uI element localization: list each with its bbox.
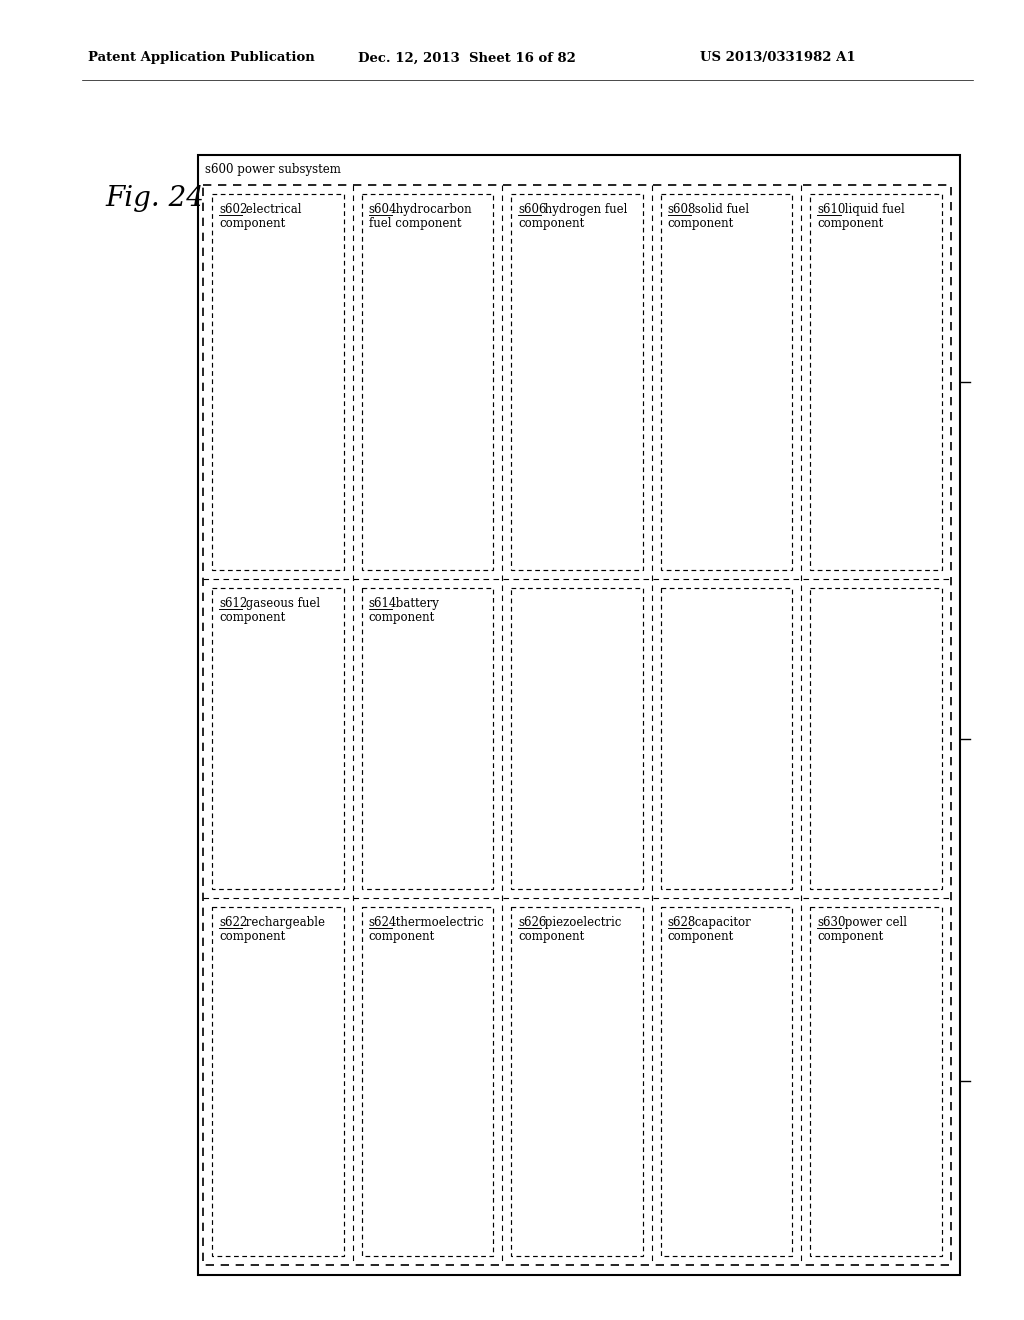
Text: hydrogen fuel: hydrogen fuel <box>542 203 628 216</box>
Text: Dec. 12, 2013  Sheet 16 of 82: Dec. 12, 2013 Sheet 16 of 82 <box>358 51 575 65</box>
Text: s626: s626 <box>518 916 547 929</box>
Text: s630: s630 <box>817 916 846 929</box>
Text: gaseous fuel: gaseous fuel <box>243 597 321 610</box>
Text: s624: s624 <box>369 916 397 929</box>
Text: rechargeable: rechargeable <box>243 916 326 929</box>
Bar <box>212 907 344 1257</box>
Text: Patent Application Publication: Patent Application Publication <box>88 51 314 65</box>
Text: component: component <box>219 929 286 942</box>
Text: s628: s628 <box>668 916 696 929</box>
Bar <box>511 907 643 1257</box>
Text: component: component <box>369 929 435 942</box>
Text: liquid fuel: liquid fuel <box>841 203 904 216</box>
Text: solid fuel: solid fuel <box>691 203 750 216</box>
Text: US 2013/0331982 A1: US 2013/0331982 A1 <box>700 51 856 65</box>
Text: electrical: electrical <box>243 203 302 216</box>
Bar <box>198 154 961 1275</box>
Text: component: component <box>219 216 286 230</box>
Text: s612: s612 <box>219 597 247 610</box>
Text: component: component <box>219 611 286 624</box>
Bar <box>660 907 793 1257</box>
Bar <box>810 589 942 888</box>
Bar <box>212 589 344 888</box>
Bar <box>511 589 643 888</box>
Text: component: component <box>668 216 734 230</box>
Bar <box>810 907 942 1257</box>
Bar <box>361 194 494 570</box>
Text: Fig. 24: Fig. 24 <box>105 185 204 213</box>
Text: s606: s606 <box>518 203 547 216</box>
Text: component: component <box>518 216 585 230</box>
Text: component: component <box>817 216 884 230</box>
Text: thermoelectric: thermoelectric <box>392 916 483 929</box>
Text: battery: battery <box>392 597 438 610</box>
Text: s600 power subsystem: s600 power subsystem <box>205 162 341 176</box>
Text: component: component <box>668 929 734 942</box>
Bar <box>810 194 942 570</box>
Text: s614: s614 <box>369 597 397 610</box>
Text: capacitor: capacitor <box>691 916 751 929</box>
Text: s602: s602 <box>219 203 248 216</box>
Bar <box>203 185 951 1265</box>
Text: component: component <box>369 611 435 624</box>
Text: power cell: power cell <box>841 916 906 929</box>
Text: component: component <box>518 929 585 942</box>
Text: piezoelectric: piezoelectric <box>542 916 622 929</box>
Bar <box>361 589 494 888</box>
Text: component: component <box>817 929 884 942</box>
Text: hydrocarbon: hydrocarbon <box>392 203 471 216</box>
Bar <box>660 194 793 570</box>
Bar <box>660 589 793 888</box>
Bar <box>212 194 344 570</box>
Text: s608: s608 <box>668 203 696 216</box>
Text: fuel component: fuel component <box>369 216 461 230</box>
Text: s604: s604 <box>369 203 397 216</box>
Bar <box>511 194 643 570</box>
Bar <box>361 907 494 1257</box>
Text: s610: s610 <box>817 203 846 216</box>
Text: s622: s622 <box>219 916 247 929</box>
